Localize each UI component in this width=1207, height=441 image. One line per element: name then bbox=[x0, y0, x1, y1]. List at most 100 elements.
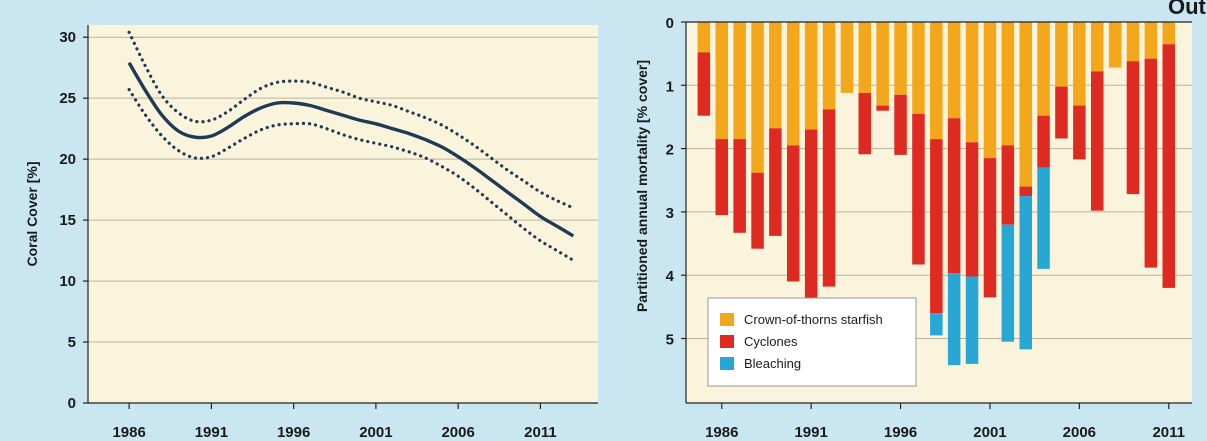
bar-cyclones-1995 bbox=[876, 105, 889, 111]
confidence-lower-bound-line bbox=[127, 88, 575, 262]
right-bars bbox=[697, 22, 1175, 366]
legend: Crown-of-thorns starfish Cyclones Bleach… bbox=[707, 297, 917, 387]
bar-crown-of-thorns-2001 bbox=[983, 22, 997, 159]
bar-crown-of-thorns-1990 bbox=[787, 22, 800, 146]
bar-crown-of-thorns-1987 bbox=[733, 22, 746, 140]
mortality-chart: 0 1 2 3 4 5 1986 1991 1996 2001 2006 2011 Partitio… bbox=[634, 0, 1207, 441]
bar-cyclones-1994 bbox=[858, 92, 871, 155]
bar-bleaching-1999 bbox=[947, 273, 961, 366]
bar-crown-of-thorns-1988 bbox=[751, 22, 764, 173]
bar-crown-of-thorns-1995 bbox=[876, 22, 889, 106]
right-y-tick-label: 5 bbox=[666, 332, 674, 349]
left-series-lines bbox=[127, 30, 575, 262]
bar-crown-of-thorns-2008 bbox=[1108, 22, 1122, 68]
left-x-tick-label: 2006 bbox=[441, 424, 474, 441]
coral-cover-chart: 0 5 10 15 20 25 30 1986 1991 1996 2001 2006 2011 Co… bbox=[24, 25, 598, 441]
legend-swatch-bleaching bbox=[720, 357, 734, 370]
legend-box bbox=[707, 297, 917, 387]
bar-bleaching-2002 bbox=[1001, 224, 1015, 342]
right-x-tick-label: 2001 bbox=[973, 424, 1006, 441]
legend-label-bleaching: Bleaching bbox=[744, 356, 801, 371]
left-y-tick-label: 20 bbox=[59, 151, 76, 168]
legend-label-cyclones: Cyclones bbox=[744, 334, 798, 349]
left-x-tick-label: 1986 bbox=[112, 424, 145, 441]
bar-crown-of-thorns-1985 bbox=[697, 22, 711, 53]
left-y-tick-label: 10 bbox=[59, 273, 76, 290]
left-plot-background bbox=[88, 25, 598, 403]
bar-cyclones-2007 bbox=[1091, 71, 1104, 211]
left-x-tick-label: 1996 bbox=[277, 424, 310, 441]
bar-cyclones-1985 bbox=[697, 52, 711, 116]
right-y-tick-label: 1 bbox=[666, 78, 674, 95]
bar-crown-of-thorns-2009 bbox=[1126, 22, 1140, 62]
right-x-tick-labels: 1986 1991 1996 2001 2006 2011 bbox=[705, 403, 1185, 441]
bar-crown-of-thorns-1997 bbox=[912, 22, 925, 114]
left-x-tick-label: 1991 bbox=[195, 424, 228, 441]
bar-cyclones-1992 bbox=[822, 109, 836, 287]
legend-label-crown-of-thorns: Crown-of-thorns starfish bbox=[744, 312, 883, 327]
bar-crown-of-thorns-1989 bbox=[769, 22, 782, 129]
bar-crown-of-thorns-1992 bbox=[822, 22, 836, 110]
bar-crown-of-thorns-2003 bbox=[1019, 22, 1032, 187]
legend-swatch-cyclones bbox=[720, 335, 734, 348]
left-x-tick-label: 2001 bbox=[359, 424, 392, 441]
confidence-upper-bound-line bbox=[127, 30, 575, 210]
right-y-tick-label: 3 bbox=[666, 205, 674, 222]
bar-cyclones-2005 bbox=[1055, 86, 1068, 139]
bar-crown-of-thorns-2000 bbox=[965, 22, 979, 143]
left-y-tick-label: 5 bbox=[68, 334, 76, 351]
corner-text-fragment: Out bbox=[1168, 0, 1207, 19]
right-x-tick-label: 1991 bbox=[794, 424, 827, 441]
bar-crown-of-thorns-2002 bbox=[1001, 22, 1015, 146]
bar-cyclones-2011 bbox=[1162, 44, 1175, 288]
bar-crown-of-thorns-1994 bbox=[858, 22, 871, 93]
left-y-tick-label: 0 bbox=[68, 395, 76, 412]
right-x-tick-label: 1986 bbox=[705, 424, 738, 441]
left-x-tick-labels: 1986 1991 1996 2001 2006 2011 bbox=[112, 403, 557, 441]
right-y-tick-label: 0 bbox=[666, 15, 674, 32]
bar-crown-of-thorns-2007 bbox=[1091, 22, 1104, 72]
right-x-tick-label: 1996 bbox=[884, 424, 917, 441]
bar-cyclones-1990 bbox=[787, 145, 800, 282]
bar-cyclones-2010 bbox=[1144, 58, 1158, 268]
bar-crown-of-thorns-1999 bbox=[947, 22, 961, 119]
right-y-tick-label: 2 bbox=[666, 142, 674, 159]
coral-cover-line bbox=[127, 61, 575, 238]
bar-crown-of-thorns-2004 bbox=[1037, 22, 1050, 116]
bar-cyclones-1997 bbox=[912, 113, 925, 265]
left-x-tick-label: 2011 bbox=[524, 424, 557, 441]
left-y-tick-labels: 0 5 10 15 20 25 30 bbox=[59, 29, 88, 412]
bar-cyclones-2002 bbox=[1001, 145, 1015, 225]
left-y-tick-label: 15 bbox=[59, 212, 76, 229]
bar-cyclones-1987 bbox=[733, 139, 746, 233]
bar-cyclones-2009 bbox=[1126, 61, 1140, 195]
left-y-axis-title: Coral Cover [%] bbox=[24, 161, 40, 266]
bar-crown-of-thorns-1991 bbox=[804, 22, 818, 130]
right-x-tick-label: 2006 bbox=[1063, 424, 1096, 441]
bar-cyclones-2003 bbox=[1019, 186, 1032, 197]
left-y-tick-label: 30 bbox=[59, 29, 76, 46]
bar-cyclones-1991 bbox=[804, 129, 818, 300]
bar-bleaching-2000 bbox=[965, 276, 979, 364]
left-y-tick-label: 25 bbox=[59, 90, 76, 107]
bar-crown-of-thorns-1986 bbox=[715, 22, 728, 140]
right-x-tick-label: 2011 bbox=[1152, 424, 1185, 441]
bar-cyclones-1989 bbox=[769, 128, 782, 236]
bar-crown-of-thorns-2006 bbox=[1073, 22, 1086, 106]
bar-cyclones-1986 bbox=[715, 139, 728, 216]
bar-cyclones-2006 bbox=[1073, 105, 1086, 160]
bar-cyclones-2004 bbox=[1037, 115, 1050, 168]
bar-cyclones-1988 bbox=[751, 172, 764, 249]
bar-bleaching-2003 bbox=[1019, 196, 1032, 350]
bar-crown-of-thorns-1998 bbox=[930, 22, 943, 140]
left-gridlines bbox=[88, 36, 598, 343]
bar-crown-of-thorns-2011 bbox=[1162, 22, 1175, 45]
bar-crown-of-thorns-1993 bbox=[840, 22, 854, 93]
bar-bleaching-2004 bbox=[1037, 167, 1050, 269]
bar-bleaching-1998 bbox=[930, 313, 943, 336]
bar-cyclones-2000 bbox=[965, 142, 979, 277]
bar-cyclones-1996 bbox=[894, 94, 907, 155]
right-y-axis-title: Partitioned annual mortality [% cover] bbox=[634, 60, 650, 312]
bar-crown-of-thorns-2010 bbox=[1144, 22, 1158, 59]
